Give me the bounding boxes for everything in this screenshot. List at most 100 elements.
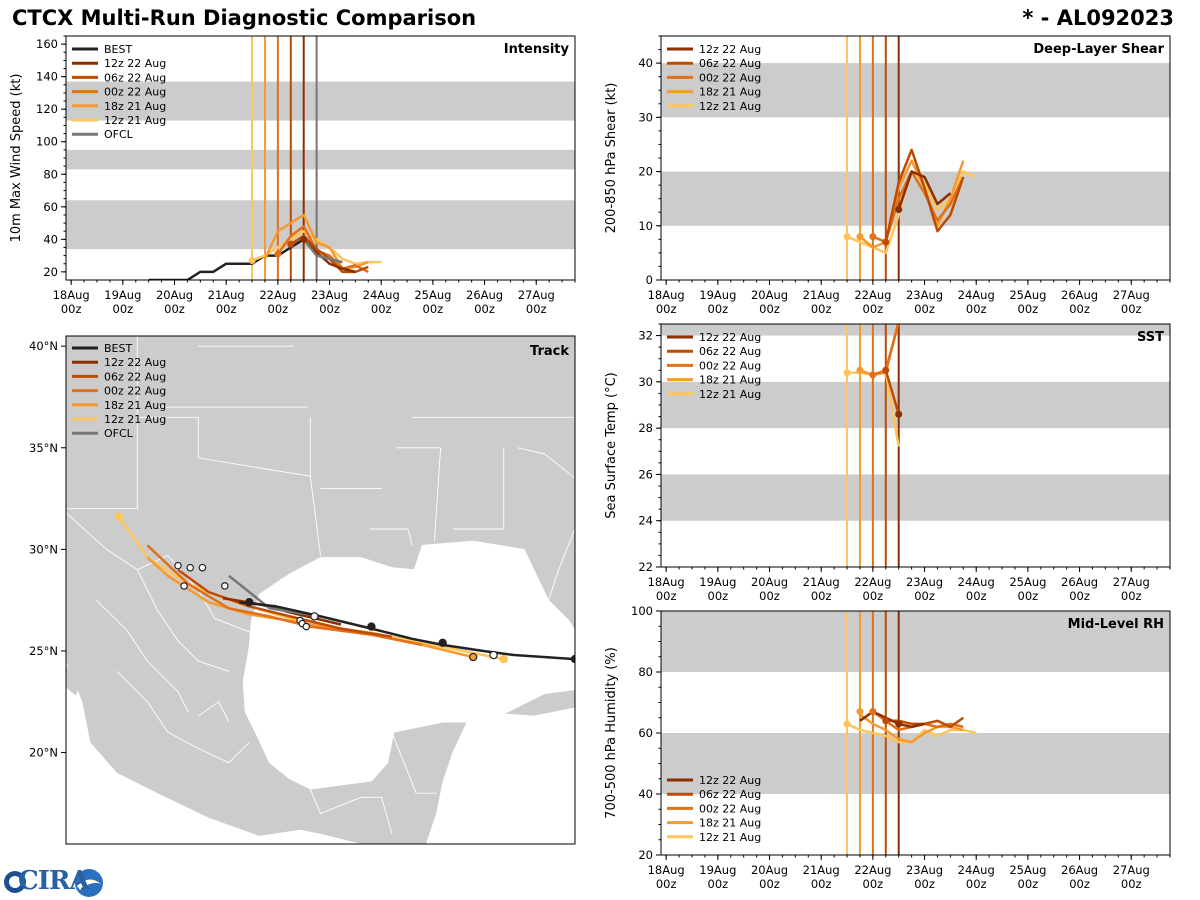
sst-xtick-label: 20Aug xyxy=(751,575,788,589)
sst-xtick-label: 00z xyxy=(1121,589,1142,603)
shear-xtick-label: 23Aug xyxy=(906,288,943,302)
intensity-legend-label: 00z 22 Aug xyxy=(104,86,166,99)
shear-legend-label: 12z 22 Aug xyxy=(699,43,761,56)
intensity-xtick-label: 24Aug xyxy=(363,288,400,302)
intensity-xtick-label: 18Aug xyxy=(53,288,90,302)
intensity-ytick-label: 140 xyxy=(36,70,58,84)
track-ytick-label: 20°N xyxy=(29,746,58,760)
rh-xtick-label: 22Aug xyxy=(854,863,891,877)
intensity-xtick-label: 00z xyxy=(371,302,392,316)
rh-legend-label: 12z 21 Aug xyxy=(699,831,761,844)
sst-ytick-label: 26 xyxy=(638,467,653,481)
border-line xyxy=(309,788,393,834)
shear-init-point xyxy=(843,233,851,241)
shear-xtick-label: 20Aug xyxy=(751,288,788,302)
intensity-plot-area xyxy=(66,36,575,280)
shear-xtick-label: 00z xyxy=(914,302,935,316)
border-line xyxy=(66,512,252,634)
sst-xtick-label: 23Aug xyxy=(906,575,943,589)
rh-legend-label: 12z 22 Aug xyxy=(699,774,761,787)
intensity-band xyxy=(66,149,575,170)
intensity-init-point xyxy=(287,240,295,248)
sst-legend-label: 18z 21 Aug xyxy=(699,374,761,387)
shear-xtick-label: 22Aug xyxy=(854,288,891,302)
rh-init-point xyxy=(869,708,877,716)
sst-ylabel: Sea Surface Temp (°C) xyxy=(604,372,619,519)
track-dot xyxy=(367,622,376,631)
shear-band xyxy=(661,63,1170,118)
intensity-legend-label: BEST xyxy=(104,43,132,56)
border-line xyxy=(136,569,230,672)
track-position-marker xyxy=(186,563,194,572)
track-legend-label: OFCL xyxy=(104,427,134,440)
rh-init-point xyxy=(856,708,864,716)
track-legend-label: 12z 22 Aug xyxy=(104,356,166,369)
intensity-init-point xyxy=(300,235,308,243)
sst-init-point xyxy=(856,366,864,374)
rh-legend-label: 00z 22 Aug xyxy=(699,802,761,815)
border-line xyxy=(517,447,575,479)
shear-xtick-label: 26Aug xyxy=(1061,288,1098,302)
figure-title: CTCX Multi-Run Diagnostic Comparison xyxy=(12,6,477,30)
globe-swoosh xyxy=(77,879,101,890)
shear-init-point xyxy=(895,206,903,214)
rh-xtick-label: 00z xyxy=(1121,877,1142,891)
track-position-marker xyxy=(174,561,182,570)
intensity-xtick-label: 00z xyxy=(216,302,237,316)
shear-ylabel: 200-850 hPa Shear (kt) xyxy=(604,83,619,234)
sst-legend-label: 06z 22 Aug xyxy=(699,345,761,358)
intensity-legend-label: 06z 22 Aug xyxy=(104,71,166,84)
border-line xyxy=(309,476,321,556)
shear-xtick-label: 21Aug xyxy=(803,288,840,302)
shear-band xyxy=(661,171,1170,226)
storm-id: * - AL092023 xyxy=(1022,6,1174,30)
border-line xyxy=(116,670,250,764)
rh-ytick-label: 20 xyxy=(638,848,653,862)
rh-series-line xyxy=(859,713,964,744)
track-legend-label: 18z 21 Aug xyxy=(104,399,166,412)
shear-init-point xyxy=(856,233,864,241)
shear-ytick-label: 0 xyxy=(646,273,653,287)
rh-xtick-label: 20Aug xyxy=(751,863,788,877)
rh-xtick-label: 00z xyxy=(1069,877,1090,891)
border-line xyxy=(198,701,230,723)
sst-band xyxy=(661,381,1170,429)
intensity-xtick-label: 00z xyxy=(319,302,340,316)
intensity-xtick-label: 00z xyxy=(113,302,134,316)
intensity-xtick-label: 00z xyxy=(268,302,289,316)
shear-ytick-label: 20 xyxy=(638,165,653,179)
intensity-legend-label: 18z 21 Aug xyxy=(104,100,166,113)
sst-xtick-label: 18Aug xyxy=(648,575,685,589)
cira-c-inner xyxy=(9,876,21,888)
shear-plot-area xyxy=(661,36,1170,280)
shear-init-point xyxy=(869,233,877,241)
sst-frame xyxy=(660,323,1171,568)
sst-title: SST xyxy=(1137,330,1164,345)
sst-panel: 22242628303218Aug00z19Aug00z20Aug00z21Au… xyxy=(604,323,1171,603)
rh-xtick-label: 26Aug xyxy=(1061,863,1098,877)
intensity-ytick-label: 120 xyxy=(36,102,58,116)
sst-xtick-label: 00z xyxy=(811,589,832,603)
shear-xtick-label: 00z xyxy=(708,302,729,316)
shear-legend-label: 00z 22 Aug xyxy=(699,71,761,84)
rh-band xyxy=(661,733,1170,794)
baja-land xyxy=(66,665,81,696)
rh-xtick-label: 00z xyxy=(708,877,729,891)
rh-xtick-label: 00z xyxy=(1018,877,1039,891)
intensity-init-point xyxy=(274,250,282,258)
sst-plot-area xyxy=(661,324,1170,567)
border-line xyxy=(434,447,442,542)
cira-logo: CIRA xyxy=(18,866,90,896)
sst-xtick-label: 00z xyxy=(656,589,677,603)
track-dot xyxy=(114,512,124,522)
sst-ytick-label: 32 xyxy=(638,329,653,343)
rh-xtick-label: 27Aug xyxy=(1113,863,1150,877)
sst-legend-label: 00z 22 Aug xyxy=(699,359,761,372)
shear-series-line xyxy=(884,148,965,243)
sst-xtick-label: 22Aug xyxy=(854,575,891,589)
shear-xtick-label: 00z xyxy=(863,302,884,316)
track-dot xyxy=(438,638,447,648)
sst-band xyxy=(661,474,1170,521)
track-dot xyxy=(245,597,254,607)
rh-xtick-label: 23Aug xyxy=(906,863,943,877)
